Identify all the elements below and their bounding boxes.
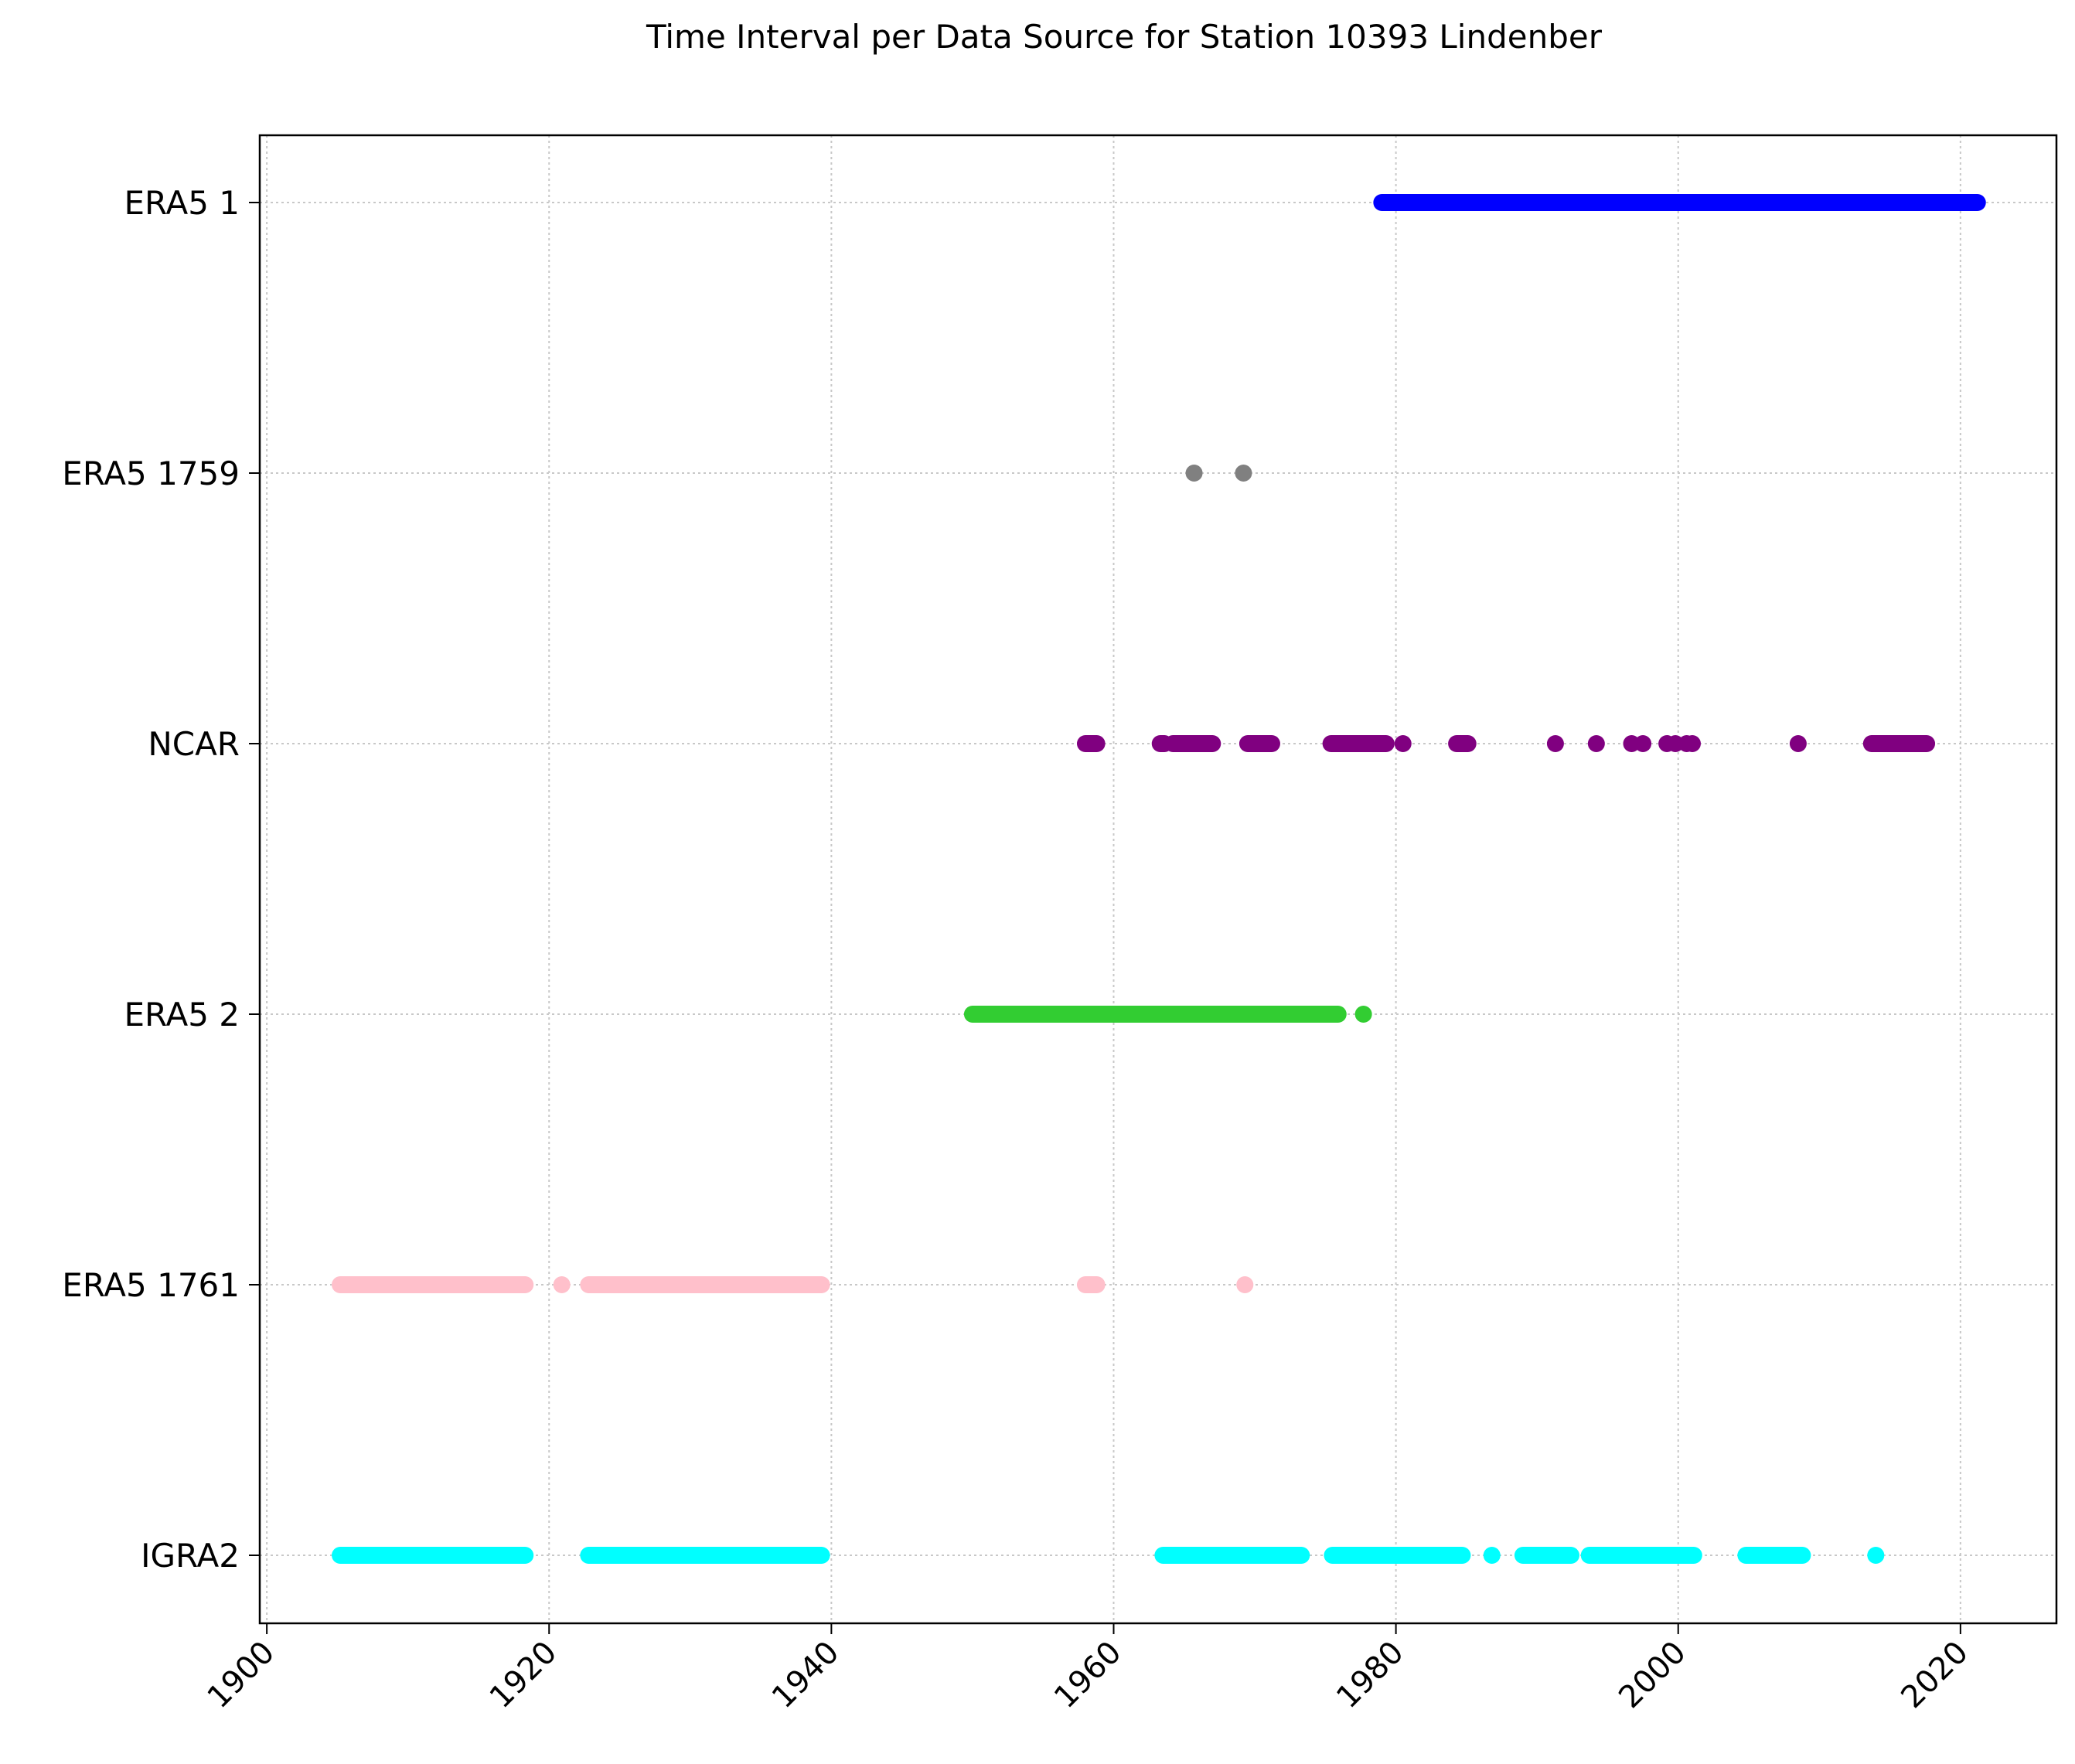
data-point <box>1354 1006 1372 1023</box>
data-point-run <box>1076 735 1106 752</box>
data-point-run <box>332 1276 534 1293</box>
data-point-run <box>1862 735 1936 752</box>
data-point <box>1683 735 1701 752</box>
data-point-run <box>1164 735 1221 752</box>
data-point <box>1546 735 1564 752</box>
data-layer <box>332 194 1986 1564</box>
y-tick-label: NCAR <box>148 725 240 763</box>
data-point-run <box>963 1006 1347 1023</box>
x-tick-label: 1980 <box>1330 1635 1411 1716</box>
grid-layer <box>260 135 2056 1623</box>
plot-frame <box>258 134 2058 1625</box>
data-point-run <box>580 1547 830 1564</box>
data-point <box>1867 1547 1885 1564</box>
data-point-run <box>332 1547 534 1564</box>
y-tick-label: ERA5 2 <box>124 996 240 1034</box>
data-point-run <box>1448 735 1477 752</box>
data-point <box>1235 465 1252 482</box>
data-point <box>1634 735 1652 752</box>
x-tick-label: 1940 <box>765 1635 847 1716</box>
x-tick-label: 1900 <box>201 1635 282 1716</box>
data-point <box>1394 735 1412 752</box>
data-point-run <box>1239 735 1280 752</box>
data-point-run <box>1373 194 1986 211</box>
data-point-run <box>1324 1547 1471 1564</box>
y-tick-label: ERA5 1759 <box>62 455 240 492</box>
data-point <box>1483 1547 1501 1564</box>
y-tick-label: ERA5 1761 <box>62 1266 240 1304</box>
data-point <box>1236 1276 1254 1293</box>
x-tick-label: 1960 <box>1048 1635 1129 1716</box>
data-point-run <box>1514 1547 1579 1564</box>
data-point-run <box>1322 735 1395 752</box>
x-tick-label: 1920 <box>483 1635 564 1716</box>
x-tick-label: 2000 <box>1612 1635 1693 1716</box>
data-point <box>1185 465 1203 482</box>
data-point-run <box>1737 1547 1811 1564</box>
y-tick-label: ERA5 1 <box>124 184 240 222</box>
data-point-run <box>1076 1276 1106 1293</box>
x-tick-label: 2020 <box>1894 1635 1975 1716</box>
chart-title: Time Interval per Data Source for Statio… <box>646 18 1603 56</box>
data-point-run <box>1154 1547 1310 1564</box>
data-point <box>1587 735 1605 752</box>
axis-layer: 1900 1920 1940 1960 1980 2000 2020 IGRA2 ERA5 17… <box>62 134 2058 1716</box>
data-point-run <box>1580 1547 1702 1564</box>
data-point-run <box>580 1276 830 1293</box>
y-tick-label: IGRA2 <box>141 1537 240 1575</box>
data-point <box>1789 735 1807 752</box>
data-point <box>553 1276 571 1293</box>
